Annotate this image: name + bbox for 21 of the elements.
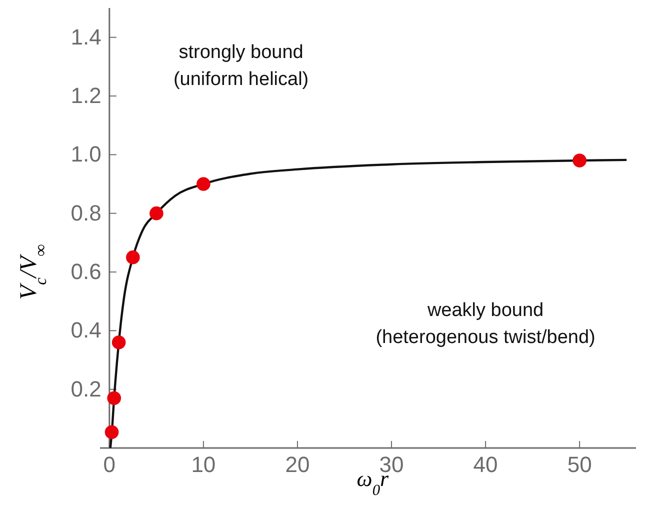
x-tick-label: 20 bbox=[285, 452, 310, 477]
point bbox=[126, 250, 140, 264]
point bbox=[572, 154, 586, 168]
y-tick-label: 0.8 bbox=[70, 200, 102, 226]
point bbox=[104, 425, 119, 440]
x-tick-label: 40 bbox=[473, 452, 498, 477]
y-tick-label: 1.2 bbox=[70, 83, 102, 108]
annotation: strongly bound (uniform helical) bbox=[173, 42, 309, 90]
point bbox=[112, 336, 126, 350]
x-tick-label: 10 bbox=[191, 452, 216, 477]
y-tick-label: 1.0 bbox=[70, 142, 102, 167]
y-tick-label: 0.2 bbox=[70, 376, 102, 402]
x-tick-label: 50 bbox=[567, 452, 592, 477]
y-tick-label: 0.4 bbox=[70, 318, 102, 343]
annotation: weakly bound (heterogenous twist/bend) bbox=[376, 300, 596, 348]
point bbox=[196, 177, 210, 191]
y-tick-label: 1.4 bbox=[70, 24, 102, 50]
point bbox=[150, 206, 164, 220]
x-tick-label: 0 bbox=[103, 452, 116, 477]
y-tick-label: 0.6 bbox=[70, 259, 102, 284]
point bbox=[107, 391, 122, 406]
